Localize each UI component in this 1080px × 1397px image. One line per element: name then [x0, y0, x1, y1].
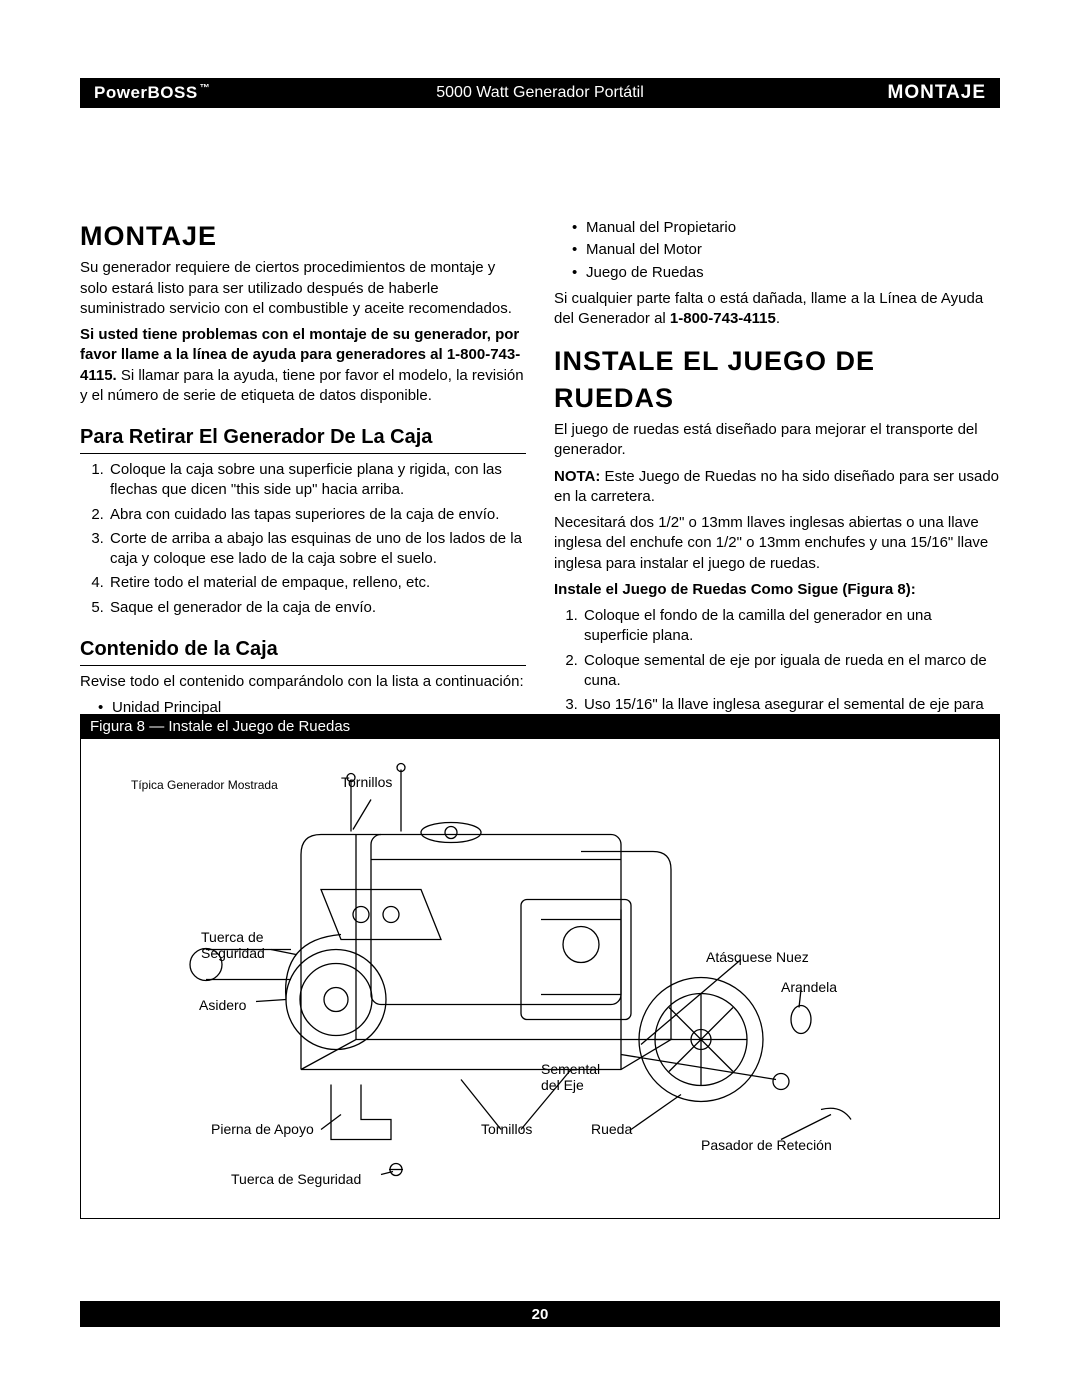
page-frame: PowerBOSS™ 5000 Watt Generador Portátil … [80, 78, 1000, 1327]
generator-diagram [81, 739, 999, 1218]
content-columns: Montaje Su generador requiere de ciertos… [80, 218, 1000, 766]
list-item: Saque el generador de la caja de envío. [108, 598, 526, 618]
label-semental-eje: Semental del Eje [541, 1061, 600, 1093]
brand-name: PowerBOSS [94, 83, 198, 102]
figure-8: Figura 8 — Instale el Juego de Ruedas [80, 714, 1000, 1219]
label-tuerca-seguridad: Tuerca de Seguridad [201, 929, 265, 961]
nota-paragraph: NOTA: Este Juego de Ruedas no ha sido di… [554, 467, 1000, 508]
label-atasquese-nuez: Atásquese Nuez [706, 949, 809, 965]
top-bar: PowerBOSS™ 5000 Watt Generador Portátil … [80, 78, 1000, 108]
missing-parts: Si cualquier parte falta o está dañada, … [554, 289, 1000, 330]
nota-label: NOTA: [554, 468, 600, 485]
steps-title: Instale el Juego de Ruedas Como Sigue (F… [554, 580, 1000, 600]
figure-note: Típica Generador Mostrada [131, 779, 278, 793]
figure-box: Típica Generador Mostrada Tornillos Tuer… [80, 739, 1000, 1219]
figure-caption: Figura 8 — Instale el Juego de Ruedas [80, 714, 1000, 739]
help-paragraph: Si usted tiene problemas con el montaje … [80, 325, 526, 406]
list-item: Manual del Propietario [572, 218, 1000, 238]
bottom-bar: 20 [80, 1301, 1000, 1327]
missing-post: . [776, 310, 780, 327]
list-item: Coloque el fondo de la camilla del gener… [582, 606, 1000, 647]
contenido-list-cont: Manual del Propietario Manual del Motor … [554, 218, 1000, 283]
list-item: Coloque semental de eje por iguala de ru… [582, 651, 1000, 692]
instale-p2: Necesitará dos 1/2" o 13mm llaves ingles… [554, 513, 1000, 574]
nota-rest: Este Juego de Ruedas no ha sido diseñado… [554, 468, 999, 505]
right-column: Manual del Propietario Manual del Motor … [554, 218, 1000, 766]
label-tuerca-seguridad-2: Tuerca de Seguridad [231, 1171, 361, 1187]
subheading-contenido: Contenido de la Caja [80, 636, 526, 666]
list-item: Abra con cuidado las tapas superiores de… [108, 505, 526, 525]
trademark-symbol: ™ [200, 83, 211, 94]
instale-p1: El juego de ruedas está diseñado para me… [554, 420, 1000, 461]
intro-paragraph: Su generador requiere de ciertos procedi… [80, 258, 526, 319]
list-item: Manual del Motor [572, 240, 1000, 260]
label-rueda: Rueda [591, 1121, 632, 1137]
label-tornillos-top: Tornillos [341, 774, 392, 790]
heading-instale: Instale El Juego De Ruedas [554, 343, 1000, 416]
brand: PowerBOSS™ [94, 83, 210, 103]
phone-number: 1-800-743-4115 [670, 310, 776, 327]
label-pasador: Pasador de Reteción [701, 1137, 832, 1153]
steps-retirar: Coloque la caja sobre una superficie pla… [80, 460, 526, 618]
heading-montaje: Montaje [80, 218, 526, 254]
left-column: Montaje Su generador requiere de ciertos… [80, 218, 526, 766]
list-item: Retire todo el material de empaque, rell… [108, 573, 526, 593]
label-asidero: Asidero [199, 997, 246, 1013]
product-subtitle: 5000 Watt Generador Portátil [436, 84, 644, 102]
page-number: 20 [532, 1306, 549, 1323]
label-arandela: Arandela [781, 979, 837, 995]
label-tornillos-bottom: Tornillos [481, 1121, 532, 1137]
contenido-intro: Revise todo el contenido comparándolo co… [80, 672, 526, 692]
label-pierna-apoyo: Pierna de Apoyo [211, 1121, 314, 1137]
list-item: Corte de arriba a abajo las esquinas de … [108, 529, 526, 570]
subheading-retirar: Para Retirar El Generador De La Caja [80, 424, 526, 454]
list-item: Coloque la caja sobre una superficie pla… [108, 460, 526, 501]
help-rest: Si llamar para la ayuda, tiene por favor… [80, 367, 524, 404]
list-item: Juego de Ruedas [572, 263, 1000, 283]
section-name: Montaje [888, 82, 986, 104]
